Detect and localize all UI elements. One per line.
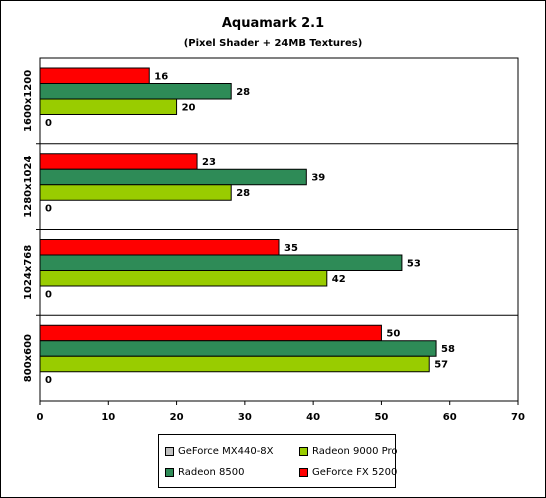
- category-label: 1600x1200: [23, 70, 34, 132]
- x-tick-label: 30: [238, 412, 252, 423]
- x-tick-label: 50: [374, 412, 388, 423]
- legend-item: GeForce FX 5200: [299, 465, 397, 479]
- data-label: 0: [45, 375, 52, 386]
- data-label: 58: [441, 344, 455, 355]
- data-label: 28: [236, 87, 250, 98]
- data-label: 53: [407, 258, 421, 269]
- bar: [39, 153, 198, 170]
- bar: [39, 340, 437, 357]
- legend-swatch: [165, 467, 174, 477]
- bar: [39, 324, 382, 342]
- category-labels-group: 1600x1200 1280x1024 1024x768 800x600: [23, 70, 34, 382]
- x-tick-label: 60: [443, 412, 457, 423]
- x-tick-label: 70: [511, 412, 525, 423]
- category-label: 1024x768: [23, 245, 34, 300]
- data-label: 50: [386, 329, 400, 340]
- data-label: 0: [45, 118, 52, 129]
- category-separators: [36, 143, 518, 316]
- bar: [39, 184, 232, 201]
- category-label: 800x600: [23, 334, 34, 382]
- bar: [39, 168, 307, 186]
- data-label: 39: [311, 173, 325, 184]
- data-label: 0: [45, 204, 52, 215]
- bar: [39, 83, 232, 100]
- legend-label: Radeon 9000 Pro: [312, 445, 398, 457]
- data-label: 57: [434, 360, 448, 371]
- data-label: 16: [154, 71, 168, 82]
- legend-swatch: [299, 467, 308, 477]
- x-tick-label: 40: [306, 412, 320, 423]
- data-label: 23: [202, 157, 216, 168]
- data-label: 20: [182, 102, 196, 113]
- bar: [39, 254, 403, 271]
- chart-title: Aquamark 2.1: [222, 16, 324, 31]
- legend-label: Radeon 8500: [178, 466, 245, 478]
- data-label: 28: [236, 188, 250, 199]
- legend-label: GeForce MX440-8X: [178, 445, 274, 457]
- chart-subtitle: (Pixel Shader + 24MB Textures): [184, 38, 363, 49]
- bar: [39, 270, 328, 287]
- value-labels-group: 16 28 20 0 23 39 28 0 35 53 42 0 50 58 57 0: [45, 71, 455, 386]
- bar: [39, 98, 178, 115]
- x-tick-label: 20: [170, 412, 184, 423]
- legend-item: Radeon 8500: [165, 465, 244, 479]
- x-axis-ticks-group: 0 10 20 30 40 50 60 70: [37, 401, 525, 423]
- bar: [39, 239, 280, 256]
- bar: [39, 67, 150, 84]
- category-label: 1280x1024: [23, 156, 34, 218]
- legend-label: GeForce FX 5200: [312, 466, 398, 478]
- legend: GeForce MX440-8X Radeon 9000 Pro Radeon 85…: [158, 434, 397, 488]
- legend-swatch: [165, 446, 174, 456]
- bars-group: [39, 67, 437, 373]
- data-label: 35: [284, 243, 298, 254]
- bar: [39, 355, 430, 373]
- x-tick-label: 10: [101, 412, 115, 423]
- x-tick-label: 0: [37, 412, 44, 423]
- legend-swatch: [299, 446, 308, 456]
- legend-item: Radeon 9000 Pro: [299, 444, 397, 458]
- data-label: 0: [45, 289, 52, 300]
- data-label: 42: [332, 274, 346, 285]
- legend-item: GeForce MX440-8X: [165, 444, 274, 458]
